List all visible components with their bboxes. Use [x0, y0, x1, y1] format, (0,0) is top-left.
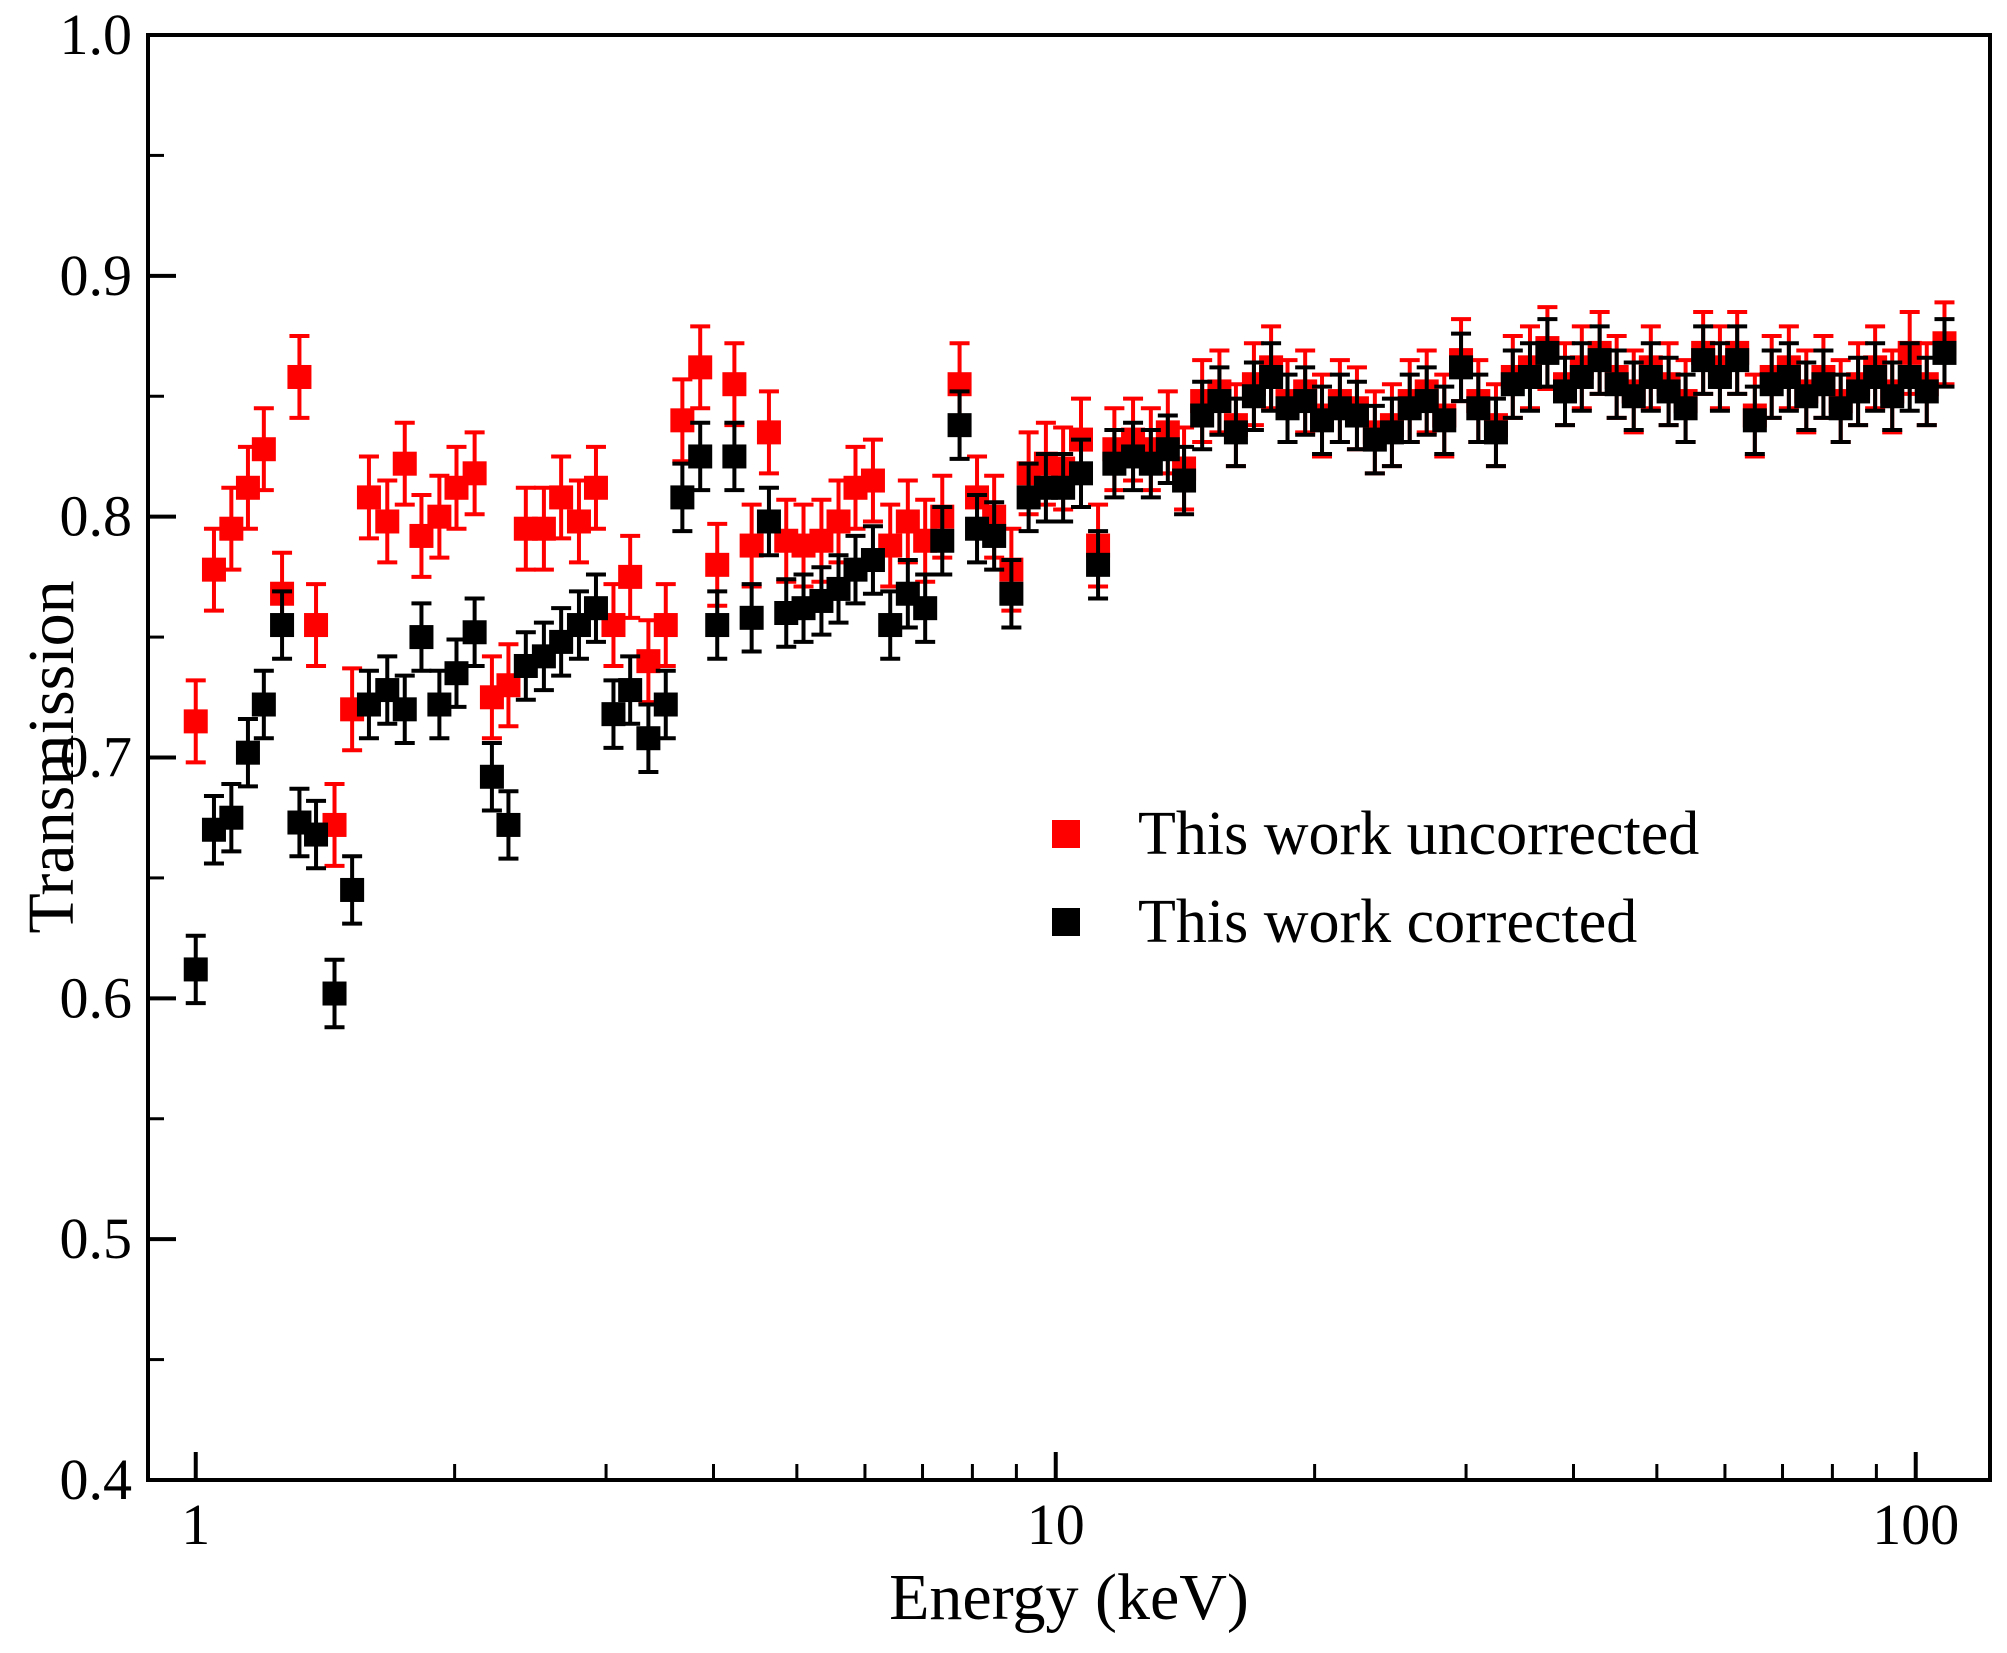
svg-text:100: 100 — [1872, 1492, 1959, 1557]
svg-text:0.8: 0.8 — [60, 484, 133, 549]
legend-label-uncorrected: This work uncorrected — [1138, 800, 1700, 868]
y-axis-label: Transmission — [15, 580, 88, 934]
svg-text:0.6: 0.6 — [60, 965, 133, 1030]
legend-label-corrected: This work corrected — [1138, 888, 1638, 956]
legend-marker-uncorrected-icon — [1052, 820, 1080, 848]
legend: This work uncorrected This work correcte… — [1038, 790, 1699, 966]
svg-text:1: 1 — [181, 1492, 210, 1557]
svg-text:0.4: 0.4 — [60, 1447, 133, 1512]
svg-text:10: 10 — [1027, 1492, 1085, 1557]
legend-marker-corrected-icon — [1052, 908, 1080, 936]
legend-item-corrected: This work corrected — [1038, 878, 1699, 966]
svg-text:0.9: 0.9 — [60, 243, 133, 308]
legend-item-uncorrected: This work uncorrected — [1038, 790, 1699, 878]
x-axis-label: Energy (keV) — [889, 1561, 1249, 1634]
svg-text:1.0: 1.0 — [60, 2, 133, 67]
svg-text:0.5: 0.5 — [60, 1206, 133, 1271]
svg-text:0.7: 0.7 — [60, 725, 133, 790]
